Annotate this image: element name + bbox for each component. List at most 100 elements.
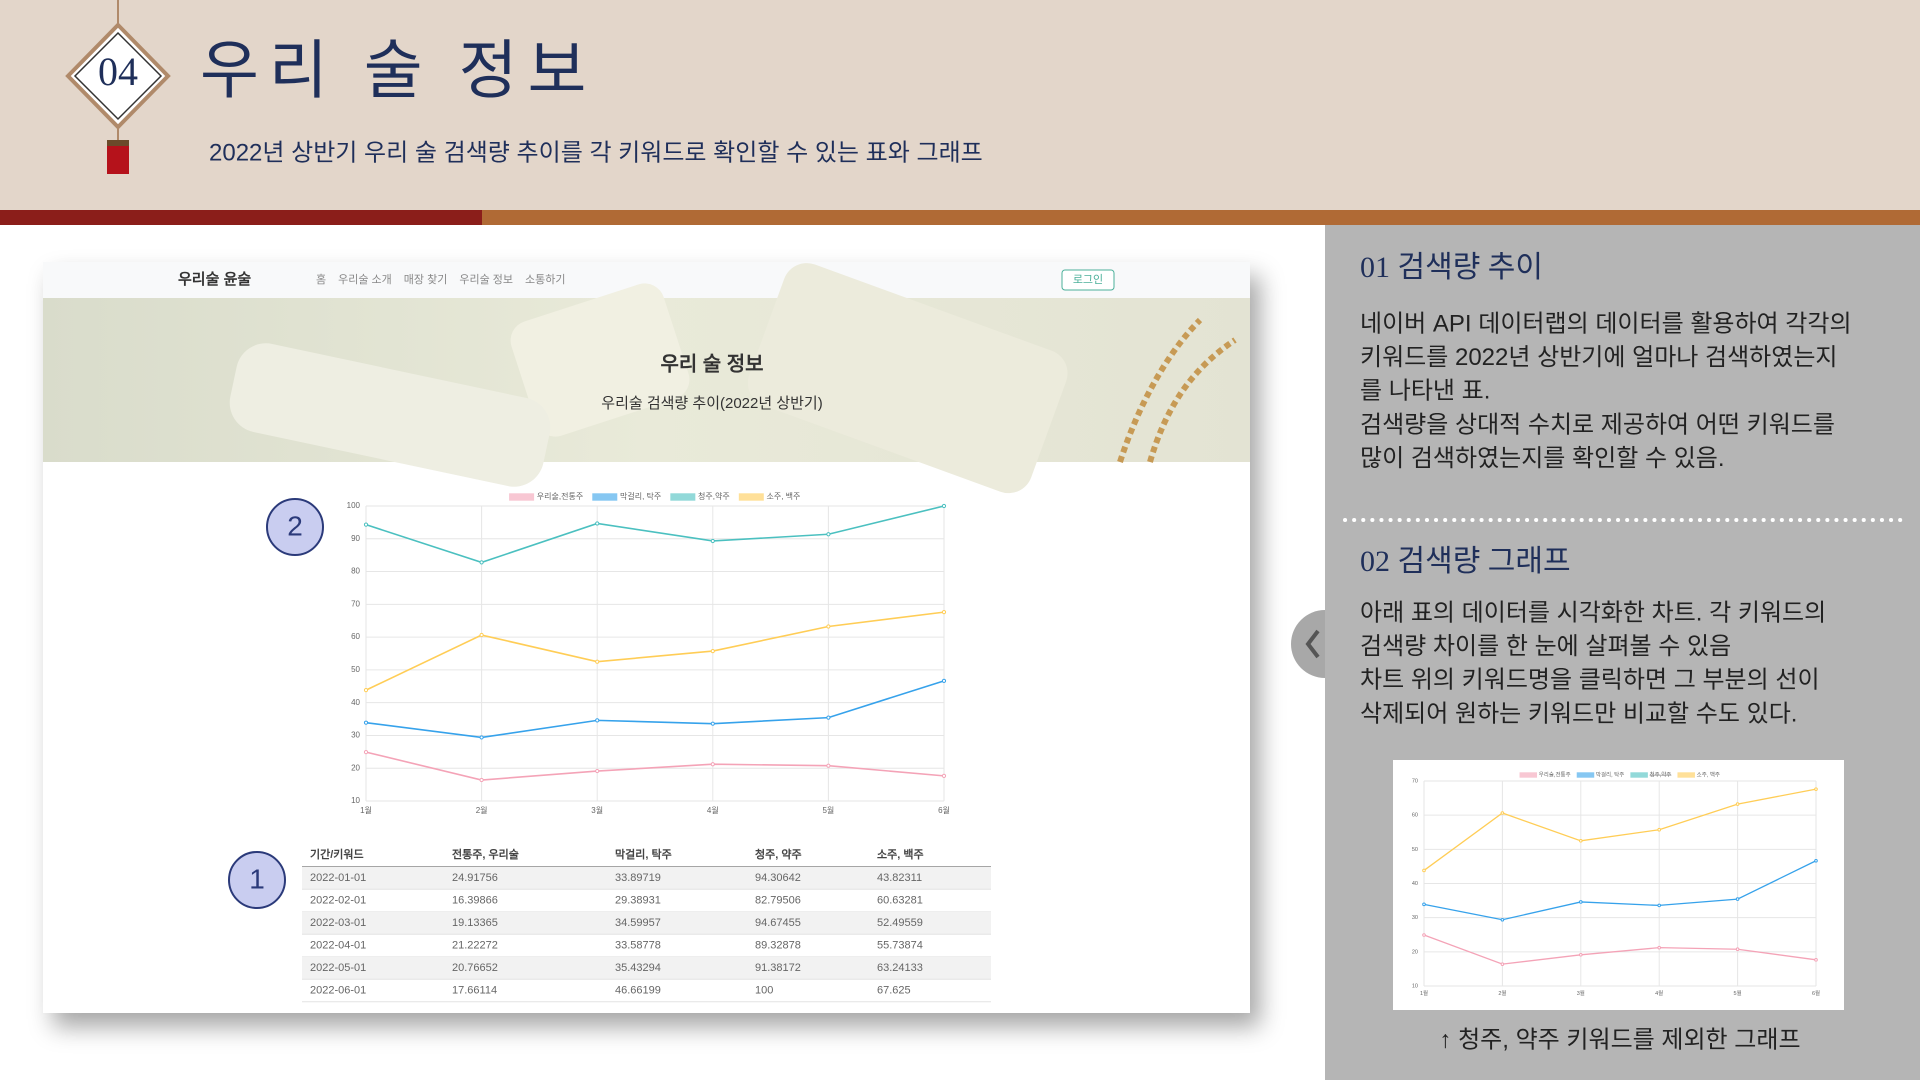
table-row-bg — [302, 911, 991, 935]
chevron — [1305, 629, 1320, 659]
badge — [266, 498, 324, 556]
legend-label[interactable]: 청주,약주 — [1650, 770, 1672, 778]
nav-link[interactable]: 우리술 정보 — [459, 273, 513, 286]
legend-swatch[interactable] — [509, 493, 535, 501]
legend-label[interactable]: 소주, 백주 — [1697, 770, 1720, 778]
bar-left — [0, 210, 482, 225]
y-tick-label: 70 — [1412, 778, 1418, 784]
legend-label[interactable]: 우리술,전통주 — [1539, 770, 1571, 778]
table-cell: 43.82311 — [877, 872, 922, 884]
point — [941, 773, 947, 778]
point — [1814, 858, 1818, 863]
legend-label[interactable]: 막걸리, 탁주 — [1596, 770, 1624, 778]
bottle-deco — [229, 343, 551, 487]
section-number: 04 — [98, 49, 138, 94]
point — [479, 777, 484, 783]
bottle-deco — [747, 263, 1068, 494]
point — [1422, 868, 1426, 873]
table-cell: 29.38931 — [615, 894, 661, 906]
x-tick-label: 6월 — [938, 805, 950, 815]
point — [1735, 897, 1740, 901]
table-cell: 82.79506 — [755, 894, 801, 906]
table-cell: 2022-05-01 — [310, 962, 366, 974]
section-title: 02 검색량 그래프 — [1360, 545, 1571, 578]
point — [479, 560, 484, 565]
paragraph-line: 검색량 차이를 한 눈에 살펴볼 수 있음 — [1360, 633, 1731, 660]
legend-swatch[interactable] — [670, 493, 696, 501]
table-header: 막걸리, 탁주 — [615, 847, 672, 861]
tassel — [107, 140, 129, 174]
section-title: 01 검색량 추이 — [1360, 251, 1543, 284]
table-cell: 2022-03-01 — [310, 917, 366, 929]
x-tick-label: 5월 — [822, 805, 834, 815]
point — [710, 762, 715, 767]
badge — [228, 851, 286, 909]
point — [479, 632, 484, 638]
login-button[interactable] — [1061, 269, 1115, 291]
legend-label[interactable]: 청주,약주 — [698, 491, 730, 501]
table-cell: 33.58778 — [615, 939, 661, 951]
legend-swatch[interactable] — [1576, 772, 1595, 778]
legend-swatch[interactable] — [1519, 772, 1538, 778]
table-cell: 100 — [755, 984, 773, 996]
x-tick-label: 5월 — [1734, 989, 1742, 997]
table-cell: 2022-06-01 — [310, 984, 366, 996]
mini-chart-frame — [1393, 760, 1844, 1010]
y-tick-label: 50 — [1412, 847, 1418, 853]
legend-swatch[interactable] — [1630, 772, 1648, 778]
nav-link[interactable]: 매장 찾기 — [404, 273, 448, 286]
legend-swatch[interactable] — [1677, 772, 1695, 778]
paragraph-line: 검색량을 상대적 수치로 제공하여 어떤 키워드를 — [1360, 411, 1835, 438]
badge-label: 1 — [249, 863, 265, 894]
nav-link[interactable]: 소통하기 — [525, 272, 565, 286]
point — [1422, 902, 1426, 907]
table-cell: 19.13365 — [452, 917, 498, 929]
point — [595, 521, 600, 526]
point — [1814, 958, 1818, 962]
paragraph-line: 네이버 API 데이터랩의 데이터를 활용하여 각각의 — [1360, 310, 1852, 337]
table-cell: 67.625 — [877, 984, 911, 996]
y-tick-label: 40 — [351, 698, 360, 707]
table-cell: 63.24133 — [877, 962, 923, 974]
y-tick-label: 20 — [1412, 949, 1418, 955]
point — [826, 624, 831, 629]
legend-swatch[interactable] — [592, 493, 618, 501]
caption: ↑ 청주, 약주 키워드를 제외한 그래프 — [1439, 1026, 1800, 1053]
point — [826, 763, 831, 768]
legend-swatch[interactable] — [738, 493, 764, 501]
table-row-bg — [302, 866, 991, 890]
paragraph-line: 를 나타낸 표. — [1360, 378, 1490, 405]
table-cell: 94.67455 — [755, 917, 801, 929]
point — [826, 715, 831, 720]
legend-label[interactable]: 우리술,전통주 — [537, 491, 583, 501]
legend-label[interactable]: 막걸리, 탁주 — [620, 491, 661, 501]
slide-title: 우리 술 정보 — [200, 36, 596, 107]
series-line — [1423, 788, 1817, 871]
table-cell: 35.43294 — [615, 962, 661, 974]
y-tick-label: 20 — [351, 763, 360, 772]
brand[interactable]: 우리술 윤술 — [178, 271, 251, 288]
nav-link[interactable]: 우리술 소개 — [338, 273, 392, 286]
series-line — [1423, 860, 1817, 921]
bar-right — [482, 210, 1920, 225]
legend-label[interactable]: 소주, 백주 — [767, 491, 801, 501]
point — [941, 678, 947, 683]
y-tick-label: 100 — [347, 501, 361, 510]
series-line — [1423, 934, 1817, 965]
point — [1500, 917, 1505, 922]
table-cell: 16.39866 — [452, 894, 498, 906]
paragraph-line: 삭제되어 원하는 키워드만 비교할 수도 있다. — [1360, 700, 1797, 727]
x-tick-label: 1월 — [1420, 989, 1428, 997]
point — [595, 659, 600, 664]
point — [595, 768, 600, 774]
x-tick-label: 1월 — [360, 805, 372, 815]
point — [1579, 839, 1583, 843]
point — [710, 648, 715, 654]
point — [1579, 952, 1583, 957]
diamond-inner — [73, 31, 163, 121]
nav-link[interactable]: 홈 — [316, 272, 326, 286]
grain-deco — [1117, 317, 1237, 463]
x-tick-label: 2월 — [476, 805, 488, 815]
header-bg — [0, 0, 1920, 210]
table-cell: 2022-04-01 — [310, 939, 366, 951]
